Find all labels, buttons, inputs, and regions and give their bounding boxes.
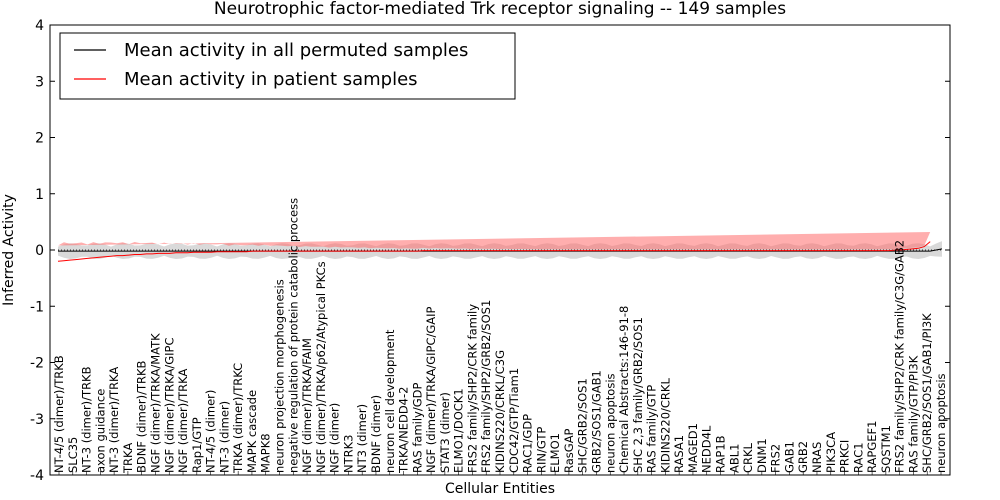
y-tick-label: -4 (30, 468, 44, 484)
y-tick-label: 1 (35, 187, 44, 203)
entity-label: BDNF (dimer)/TRKB (135, 360, 149, 473)
entity-label: NT3 (dimer) (355, 404, 369, 473)
entity-label: NT-4/5 (dimer) (204, 390, 218, 473)
confidence-bands (58, 232, 942, 259)
entity-label: RasGAP (562, 428, 576, 473)
band-patient (58, 232, 931, 250)
x-axis-label: Cellular Entities (445, 481, 555, 497)
x-axis-entity-labels: NT-4/5 (dimer)/TRKB SLC35 NT-3 (dimer)/TRK… (52, 198, 948, 475)
y-tick-label: -3 (30, 412, 44, 428)
legend-box (59, 32, 516, 100)
entity-label: NT-3 (dimer)/TRKA (107, 367, 121, 473)
series-line-patient (57, 241, 931, 262)
entity-label: CDC42/GTP/Tiam1 (507, 368, 521, 473)
entity-label: STAT3 (dimer) (438, 392, 452, 473)
entity-label: MAPK8 (259, 433, 273, 473)
entity-label: SLC35 (66, 437, 80, 473)
legend-label-patient: Mean activity in patient samples (124, 69, 418, 90)
entity-label: GRB2/SOS1/GAB1 (590, 370, 604, 473)
entity-label: Rap1/GTP (190, 417, 204, 473)
entity-label: NGF (dimer)/TRKA/FAIM (300, 338, 314, 473)
entity-label: neuron projection morphogenesis (273, 279, 287, 473)
entity-label: TRKA/NEDD4-2 (397, 387, 411, 474)
entity-label: RAP1B (714, 435, 728, 473)
y-axis-ticks: -4 -3 -2 -1 0 1 2 3 4 (30, 18, 950, 484)
entity-label: GAB1 (782, 441, 796, 473)
entity-label: NT-3 (dimer)/TRKB (80, 366, 94, 473)
legend: Mean activity in all permuted samples Me… (59, 32, 516, 100)
entity-label: MAGED1 (686, 423, 700, 473)
entity-label: NT-4/5 (dimer)/TRKB (52, 355, 66, 473)
entity-label: negative regulation of protein catabolic… (286, 198, 300, 473)
entity-label: NGF (dimer)/TRKA/GIPC/GAIP (424, 306, 438, 473)
entity-label: KIDINS220/CRKL/C3G (493, 350, 507, 473)
entity-label: KIDINS220/CRKL (658, 378, 672, 473)
entity-label: axon guidance (93, 389, 107, 473)
entity-label: neuron apoptosis (934, 373, 948, 473)
entity-label: RAC1/GDP (521, 414, 535, 473)
entity-label: neuron apoptosis (603, 373, 617, 473)
entity-label: RIN/GTP (534, 427, 548, 473)
entity-label: TRKA (dimer)/TRKC (231, 363, 245, 474)
entity-label: NGF (dimer)/TRKA/MATK (149, 333, 163, 473)
entity-label: SQSTM1 (879, 425, 893, 473)
y-tick-label: 0 (35, 243, 44, 259)
entity-label: Chemical Abstracts:146-91-8 (617, 306, 631, 473)
y-axis-label: Inferred Activity (1, 194, 17, 306)
entity-label: RAS family/GTP (645, 385, 659, 473)
entity-label: SHC/GRB2/SOS1 (576, 378, 590, 473)
entity-label: SHC 2,3 family/GRB2/SOS1 (631, 317, 645, 473)
entity-label: GRB2 (796, 441, 810, 473)
entity-label: RAC1 (851, 442, 865, 473)
entity-label: CRKL (741, 442, 755, 473)
entity-label: RASA1 (672, 435, 686, 473)
entity-label: ABL1 (727, 444, 741, 473)
entity-label: FRS2 (769, 444, 783, 473)
entity-label: ELMO1/DOCK1 (452, 388, 466, 473)
entity-label: SHC/GRB2/SOS1/GAB1/PI3K (920, 313, 934, 473)
y-tick-label: 3 (35, 74, 44, 90)
entity-label: NGF (dimer)/TRKA/GIPC (162, 338, 176, 474)
entity-label: RAS family/GDP (410, 383, 424, 473)
entity-label: TRKA (121, 443, 135, 474)
entity-label: FRS2 family/SHP2/CRK family (465, 304, 479, 473)
entity-label: FRS2 family/SHP2/CRK family/C3G/GAB2 (893, 240, 907, 473)
entity-label: NRAS (810, 442, 824, 473)
entity-label: PIK3CA (824, 432, 838, 473)
entity-label: NTRK3 (341, 435, 355, 473)
entity-label: neuron cell development (383, 329, 397, 473)
entity-label: ELMO1 (548, 433, 562, 473)
y-tick-label: -1 (30, 299, 44, 315)
entity-label: NGF (dimer)/TRKA/p62/Atypical PKCs (314, 261, 328, 473)
entity-label: DNM1 (755, 438, 769, 473)
entity-label: NT-3 (dimer) (217, 401, 231, 473)
entity-label: NEDD4L (700, 425, 714, 473)
entity-label: PRKCI (838, 440, 852, 473)
entity-label: RAPGEF1 (865, 421, 879, 473)
y-tick-label: 4 (35, 18, 44, 34)
entity-label: RAS family/GTP/PI3K (906, 355, 920, 473)
y-tick-label: -2 (30, 356, 44, 372)
series-lines (57, 241, 943, 262)
entity-label: NGF (dimer) (328, 403, 342, 473)
entity-label: FRS2 family/SHP2/GRB2/SOS1 (479, 300, 493, 473)
y-tick-label: 2 (35, 131, 44, 147)
entity-label: BDNF (dimer) (369, 395, 383, 473)
legend-label-permuted: Mean activity in all permuted samples (124, 40, 468, 61)
entity-label: NGF (dimer)/TRKA (176, 369, 190, 473)
entity-label: MAPK cascade (245, 390, 259, 473)
chart-title: Neurotrophic factor-mediated Trk recepto… (214, 0, 786, 19)
